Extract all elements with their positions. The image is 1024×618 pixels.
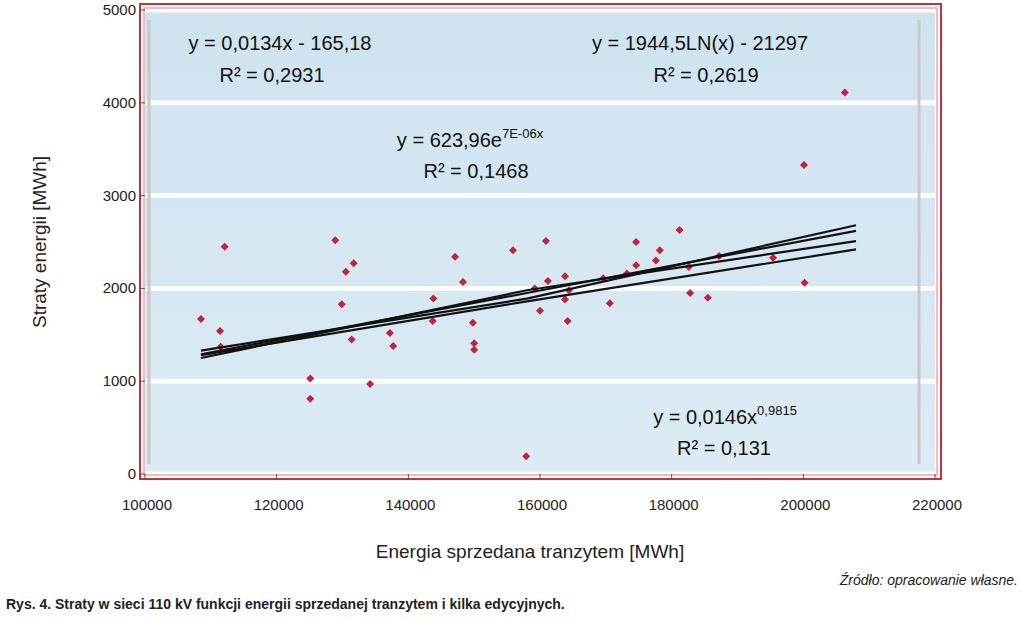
annotation: y = 623,96e7E-06x (397, 126, 544, 151)
plot-data (197, 89, 856, 461)
point (536, 307, 544, 315)
y-tick (140, 381, 145, 382)
point (470, 346, 478, 354)
point (561, 272, 569, 280)
grid-line (145, 379, 935, 384)
x-axis-title: Energia sprzedana tranzytem [MWh] (376, 541, 684, 562)
annotation: y = 1944,5LN(x) - 21297 (592, 32, 808, 54)
y-tick (140, 474, 145, 475)
annotation: R² = 0,1468 (423, 160, 528, 182)
x-tick-label: 160000 (517, 496, 567, 513)
source: Źródło: opracowanie własne. (839, 572, 1018, 588)
annotation: y = 0,0134x - 165,18 (189, 32, 372, 54)
grid-line (145, 193, 935, 198)
x-tick-label: 200000 (780, 496, 830, 513)
y-tick (140, 10, 145, 11)
x-tick (803, 474, 804, 480)
annotation-text: R² = 0,131 (677, 437, 771, 459)
grid-line (145, 100, 935, 105)
plot-frame (140, 4, 941, 479)
annotation-text: y = 1944,5LN(x) - 21297 (592, 32, 808, 54)
point (841, 89, 849, 97)
point (389, 342, 397, 350)
point (656, 246, 664, 254)
point (469, 319, 477, 327)
trend-line (201, 241, 856, 358)
x-tick-label: 140000 (385, 496, 435, 513)
annotation-sup: 0,9815 (757, 403, 797, 418)
x-tick (935, 474, 936, 480)
y-tick-label: 3000 (103, 187, 136, 204)
chart: 0 1000 2000 3000 4000 5000 100000 120000 140000 1… (0, 0, 1024, 618)
panel-edge (148, 20, 151, 464)
annotation-text: R² = 0,1468 (423, 160, 528, 182)
point (338, 300, 346, 308)
point (522, 452, 530, 460)
trend-line (201, 249, 856, 355)
y-tick (140, 102, 145, 103)
point (429, 295, 437, 303)
point (800, 161, 808, 169)
point (509, 246, 517, 254)
point (686, 289, 694, 297)
x-tick (671, 474, 672, 480)
x-tick (540, 474, 541, 480)
point (331, 236, 339, 244)
x-tick-label: 100000 (122, 496, 172, 513)
point (676, 226, 684, 234)
y-tick-label: 0 (128, 465, 136, 482)
plot-frame-inner (144, 8, 937, 475)
annotation-text: y = 623,96e (397, 129, 502, 151)
point (632, 261, 640, 269)
annotation: R² = 0,2619 (653, 64, 758, 86)
point (366, 380, 374, 388)
plot-background (145, 10, 935, 474)
annotation: R² = 0,131 (677, 437, 771, 459)
point (542, 237, 550, 245)
x-tick (408, 474, 409, 480)
point (306, 395, 314, 403)
point (306, 374, 314, 382)
point (632, 238, 640, 246)
y-axis-title: Straty energii [MWh] (29, 156, 50, 328)
point (704, 294, 712, 302)
point (544, 277, 552, 285)
annotation-text: R² = 0,2619 (653, 64, 758, 86)
point (564, 317, 572, 325)
x-tick (276, 474, 277, 480)
point (348, 335, 356, 343)
point (652, 257, 660, 265)
point (197, 315, 205, 323)
panel-edge (918, 20, 921, 464)
y-tick-label: 5000 (103, 1, 136, 18)
annotation: R² = 0,2931 (219, 64, 324, 86)
annotation: y = 0,0146x0,9815 (653, 403, 797, 428)
point (801, 279, 809, 287)
point (451, 253, 459, 261)
trend-line (201, 225, 856, 350)
annotation-sup: 7E-06x (502, 126, 544, 141)
y-tick-label: 4000 (103, 94, 136, 111)
x-tick-label: 180000 (649, 496, 699, 513)
point (342, 268, 350, 276)
x-tick-label: 120000 (254, 496, 304, 513)
annotation-text: y = 0,0146x (653, 406, 757, 428)
y-tick (140, 288, 145, 289)
x-tick-label: 220000 (912, 496, 962, 513)
annotation-text: y = 0,0134x - 165,18 (189, 32, 372, 54)
caption: Rys. 4. Straty w sieci 110 kV funkcji en… (6, 596, 565, 612)
point (606, 299, 614, 307)
y-tick-label: 2000 (103, 279, 136, 296)
y-tick (140, 195, 145, 196)
point (221, 243, 229, 251)
y-tick-label: 1000 (103, 372, 136, 389)
annotation-text: R² = 0,2931 (219, 64, 324, 86)
point (350, 259, 358, 267)
point (459, 278, 467, 286)
point (386, 329, 394, 337)
point (216, 327, 224, 335)
x-tick (145, 474, 146, 480)
